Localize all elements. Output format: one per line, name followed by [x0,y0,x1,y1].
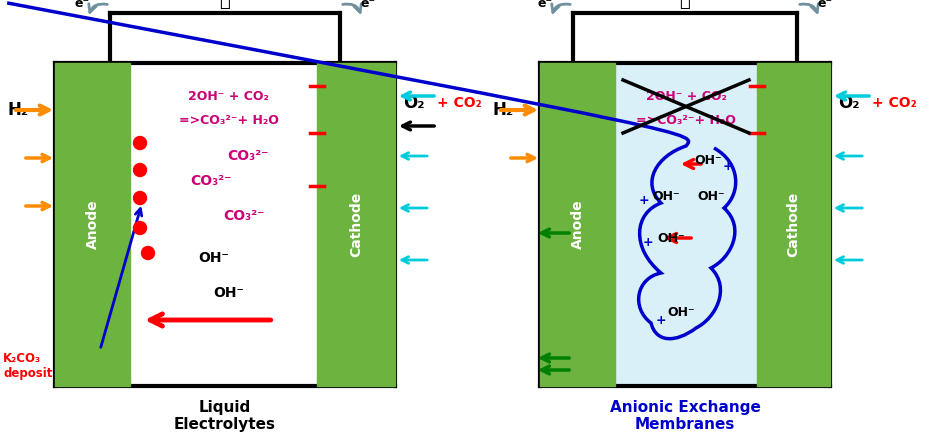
Text: H₂: H₂ [492,101,513,119]
Circle shape [142,247,155,259]
Text: 2OH⁻ + CO₂: 2OH⁻ + CO₂ [188,89,269,102]
Text: 💡: 💡 [679,0,691,10]
Text: K₂CO₃
deposit: K₂CO₃ deposit [3,352,52,380]
Text: +: + [656,314,666,326]
Bar [615,63,757,386]
Text: +: + [723,159,733,173]
Circle shape [134,222,146,234]
Text: +: + [643,236,654,248]
Text: OH⁻: OH⁻ [694,153,722,166]
Text: Cathode: Cathode [349,192,363,257]
Text: H₂: H₂ [7,101,28,119]
Text: Anionic Exchange
Membranes: Anionic Exchange Membranes [610,400,760,432]
Bar [55,63,130,386]
Bar [130,63,317,386]
Text: 2OH⁻ + CO₂: 2OH⁻ + CO₂ [646,89,727,102]
Text: OH⁻: OH⁻ [657,232,685,244]
Bar [540,63,615,386]
Text: O₂: O₂ [838,94,860,112]
Text: + CO₂: + CO₂ [437,96,482,110]
Text: OH⁻: OH⁻ [653,190,680,202]
Text: O₂: O₂ [403,94,425,112]
Bar [317,63,395,386]
Text: e⁻: e⁻ [360,0,375,10]
Text: e⁻: e⁻ [817,0,832,10]
Circle shape [134,137,146,149]
Text: CO₃²⁻: CO₃²⁻ [191,174,232,188]
Text: OH⁻: OH⁻ [667,307,694,319]
Text: Anode: Anode [86,200,100,249]
Text: e⁻: e⁻ [74,0,89,10]
Text: OH⁻: OH⁻ [198,251,229,265]
Text: CO₃²⁻: CO₃²⁻ [228,149,269,163]
Circle shape [134,191,146,205]
Text: CO₃²⁻: CO₃²⁻ [222,209,264,223]
Text: =>CO₃²⁻+ H₂O: =>CO₃²⁻+ H₂O [636,113,736,127]
Bar [757,63,830,386]
Text: Anode: Anode [571,200,584,249]
Text: +: + [638,194,649,206]
Circle shape [134,163,146,177]
Text: Cathode: Cathode [787,192,801,257]
Text: OH⁻: OH⁻ [697,190,725,202]
Text: Liquid
Electrolytes: Liquid Electrolytes [174,400,276,432]
Text: OH⁻: OH⁻ [213,286,244,300]
Text: e⁻: e⁻ [538,0,553,10]
Text: 💡: 💡 [219,0,230,10]
Text: + CO₂: + CO₂ [872,96,917,110]
Text: =>CO₃²⁻+ H₂O: =>CO₃²⁻+ H₂O [179,113,278,127]
